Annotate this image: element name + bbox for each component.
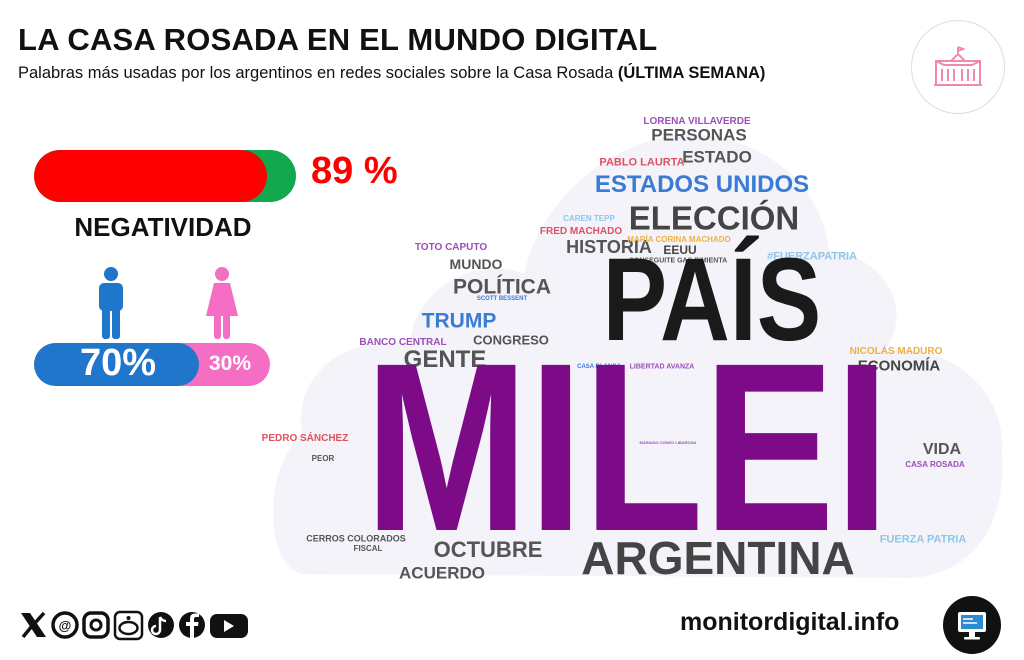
cloud-word: ACUERDO: [399, 563, 485, 583]
cloud-word: MUNDO: [449, 256, 503, 272]
monitor-icon: [943, 596, 1001, 654]
gender-bar: [34, 343, 270, 386]
cloud-word: EEUU: [663, 243, 697, 257]
social-icons: @: [18, 608, 258, 647]
youtube-icon[interactable]: [210, 614, 248, 638]
female-person-icon: [204, 266, 240, 345]
female-percent: 30%: [208, 352, 252, 375]
negativity-bar: [34, 150, 296, 202]
cloud-word: ESTADO: [682, 147, 752, 167]
cloud-word: CERROS COLORADOS: [306, 533, 406, 544]
male-percent: 70%: [79, 342, 157, 384]
cloud-word: FISCAL: [353, 544, 383, 553]
tiktok-icon[interactable]: [148, 612, 174, 638]
negativity-bar-fill: [34, 150, 268, 202]
cloud-word: CASA BLANCA: [577, 364, 621, 370]
cloud-word: ELECCIÓN: [628, 199, 800, 237]
negativity-percent: 89 %: [311, 150, 398, 192]
cloud-word: LIBERTAD AVANZA: [629, 363, 695, 371]
threads-icon[interactable]: @: [51, 611, 79, 639]
cloud-word: VIDA: [922, 441, 962, 458]
male-person-icon: [96, 266, 126, 345]
cloud-word: TOTO CAPUTO: [414, 242, 488, 253]
subtitle-text: Palabras más usadas por los argentinos e…: [18, 64, 614, 82]
cloud-word: POLÍTICA: [453, 275, 551, 299]
cloud-word: PAÍS: [602, 234, 822, 366]
negativity-label: NEGATIVIDAD: [74, 212, 252, 242]
facebook-icon[interactable]: [179, 612, 205, 638]
cloud-word: HISTORIA: [566, 237, 652, 257]
cloud-word: ARGENTINA: [581, 532, 855, 584]
cloud-word: CAREN TEPP: [563, 214, 615, 223]
cloud-word: BANCO CENTRAL: [359, 337, 447, 348]
cloud-word: OCTUBRE: [433, 537, 543, 562]
cloud-word: PEDRO SÁNCHEZ: [261, 433, 349, 444]
gender-bar-male-fill: [34, 343, 200, 386]
page-subtitle: Palabras más usadas por los argentinos e…: [18, 64, 765, 83]
cloud-word: LORENA VILLAVERDE: [643, 116, 751, 127]
cloud-word: CONGRESO: [473, 332, 549, 348]
cloud-word: PATRICIA BULLRICH: [739, 367, 789, 374]
instagram-icon[interactable]: [82, 611, 110, 639]
cloud-word: MILEI: [364, 313, 890, 581]
cloud-word: FRED MACHADO: [539, 226, 623, 237]
cloud-word: MARIANO CÚNEO LIBARONA: [639, 440, 697, 445]
cloud-word: CONSEGUITE GAS PIMIENTA: [628, 257, 728, 265]
page-title: LA CASA ROSADA EN EL MUNDO DIGITAL: [18, 22, 658, 57]
website-link[interactable]: monitordigital.info: [680, 608, 900, 636]
cloud-word: MARÍA CORINA MACHADO: [627, 235, 731, 244]
cloud-word: PABLO LAURTA: [599, 156, 685, 169]
cloud-word: FUERZA PATRIA: [879, 533, 967, 546]
cloud-word: PERSONAS: [651, 125, 747, 145]
cloud-word: TRUMP: [421, 309, 497, 333]
cloud-shape: [273, 133, 1003, 578]
cloud-word: PEOR: [311, 454, 335, 463]
cloud-word: CASA ROSADA: [905, 460, 965, 469]
cloud-word: ESTADOS UNIDOS: [594, 171, 810, 198]
subtitle-period: (ÚLTIMA SEMANA): [617, 64, 766, 82]
svg-text:@: @: [59, 618, 72, 633]
cloud-word: ECONOMÍA: [857, 357, 941, 375]
reddit-icon[interactable]: [113, 610, 144, 641]
cloud-word: NICOLÁS MADURO: [849, 346, 943, 357]
cloud-word: SCOTT BESSENT: [476, 296, 528, 302]
x-icon[interactable]: [21, 611, 46, 639]
cloud-word: GENTE: [403, 346, 487, 373]
cloud-word: #FUERZAPATRIA: [766, 250, 858, 263]
casa-rosada-icon: [911, 20, 1005, 114]
